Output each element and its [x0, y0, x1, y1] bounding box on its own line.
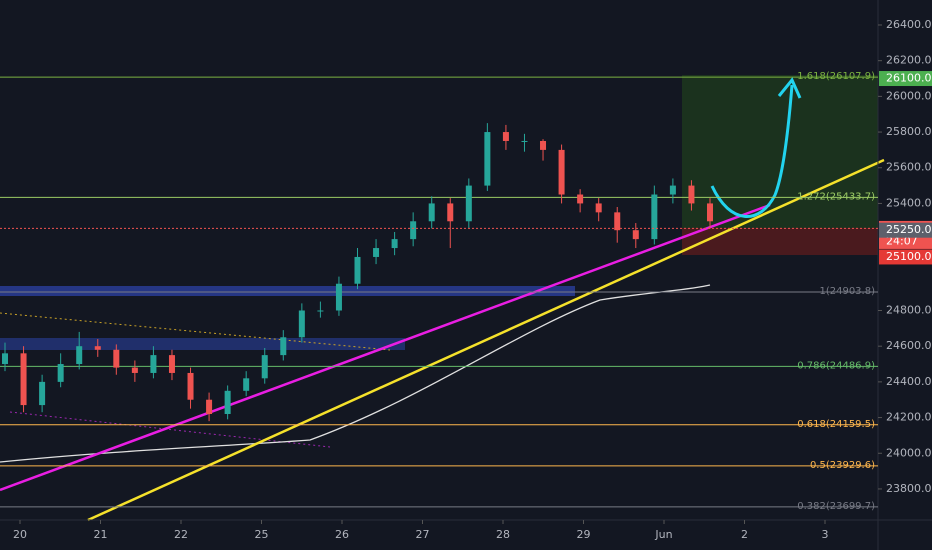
- candle-body: [206, 399, 213, 415]
- y-tick-label: 26400.0: [886, 18, 932, 31]
- x-tick-label: 3: [822, 528, 829, 541]
- candle-body: [335, 283, 342, 311]
- y-tick-label: 24200.0: [886, 411, 932, 424]
- trendline: [0, 203, 771, 492]
- x-tick-label: 28: [496, 528, 510, 541]
- y-tick-label: 25600.0: [886, 161, 932, 174]
- candle-body: [94, 346, 101, 350]
- x-tick-label: 2: [741, 528, 748, 541]
- projection-arrow: [710, 84, 794, 218]
- candle-body: [224, 390, 231, 415]
- candle-body: [354, 256, 361, 284]
- candle-body: [595, 203, 602, 213]
- y-tick-label: 25800.0: [886, 125, 932, 138]
- price-tag: [879, 249, 932, 265]
- price-tag-label: 26100.0: [886, 72, 932, 85]
- fib-label: 0.618(24159.5): [797, 419, 875, 430]
- y-tick-label: 24000.0: [886, 446, 932, 459]
- moving-average: [0, 284, 711, 463]
- candle-body: [447, 203, 454, 222]
- support-zone: [0, 286, 575, 296]
- candle-body: [131, 367, 138, 373]
- candle-body: [298, 310, 305, 338]
- y-tick-label: 26000.0: [886, 89, 932, 102]
- dotted-trendline: [9, 411, 331, 448]
- x-tick-label: 25: [255, 528, 269, 541]
- candle-body: [39, 381, 46, 406]
- candle-body: [410, 221, 417, 240]
- candle-body: [317, 310, 324, 312]
- fib-label: 0.786(24486.9): [797, 360, 875, 371]
- candle-body: [373, 248, 380, 257]
- y-tick-label: 23800.0: [886, 482, 932, 495]
- x-tick-label: 29: [577, 528, 591, 541]
- price-tag: [879, 71, 932, 87]
- candle-body: [187, 372, 194, 400]
- candle-body: [2, 353, 8, 365]
- candle-body: [261, 355, 268, 379]
- x-tick-label: 20: [13, 528, 27, 541]
- candle-body: [521, 140, 528, 142]
- stop-zone: [682, 228, 878, 255]
- target-zone: [682, 75, 878, 228]
- arrow-head: [777, 77, 802, 99]
- price-tag-label: 25250.0: [886, 223, 932, 236]
- x-tick-label: 22: [174, 528, 188, 541]
- y-tick-label: 24800.0: [886, 304, 932, 317]
- y-tick-label: 24400.0: [886, 375, 932, 388]
- candle-body: [632, 230, 639, 240]
- fib-label: 1.618(26107.9): [797, 71, 875, 82]
- drawings: [0, 75, 885, 522]
- fib-label: 0.382(23699.7): [797, 501, 875, 512]
- candle-body: [168, 355, 175, 373]
- candle-body: [76, 346, 83, 365]
- candle-body: [113, 349, 120, 368]
- candle-body: [558, 149, 565, 195]
- candle-body: [465, 185, 472, 222]
- candle-body: [484, 132, 491, 186]
- candle-body: [150, 355, 157, 373]
- dotted-trendline: [0, 312, 391, 351]
- trendline: [87, 158, 885, 522]
- y-tick-label: 25400.0: [886, 196, 932, 209]
- x-tick-label: 26: [335, 528, 349, 541]
- candle-body: [707, 203, 713, 222]
- candle-body: [651, 194, 658, 240]
- candle-body: [280, 337, 287, 356]
- price-tag: [879, 222, 932, 238]
- candle-body: [428, 203, 435, 222]
- candle-body: [688, 185, 695, 204]
- x-tick-label: 21: [94, 528, 108, 541]
- candle-body: [502, 132, 509, 141]
- fib-label: 1(24903.8): [819, 286, 875, 297]
- x-tick-label: Jun: [654, 528, 672, 541]
- price-tag-label: 25100.0: [886, 250, 932, 263]
- candle-body: [614, 212, 621, 231]
- candle-body: [540, 140, 547, 150]
- fib-label: 1.272(25433.7): [797, 191, 875, 202]
- candle-body: [57, 364, 64, 382]
- resistance-zone: [0, 338, 405, 350]
- candle-body: [391, 239, 398, 249]
- fib-label: 0.5(23929.6): [810, 460, 875, 471]
- candle-body: [20, 353, 27, 406]
- candle-body: [243, 378, 250, 391]
- y-tick-label: 26200.0: [886, 54, 932, 67]
- x-tick-label: 27: [416, 528, 430, 541]
- candle-body: [577, 194, 584, 204]
- y-tick-label: 24600.0: [886, 339, 932, 352]
- candle-body: [669, 185, 676, 195]
